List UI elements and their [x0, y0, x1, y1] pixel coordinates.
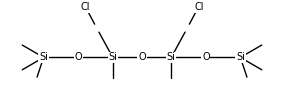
Text: Si: Si [39, 52, 48, 62]
Text: Si: Si [236, 52, 245, 62]
Text: O: O [138, 52, 146, 62]
Text: Cl: Cl [80, 2, 89, 12]
Text: O: O [74, 52, 82, 62]
Text: Si: Si [108, 52, 117, 62]
Text: Cl: Cl [195, 2, 204, 12]
Text: Si: Si [167, 52, 176, 62]
Text: O: O [202, 52, 210, 62]
